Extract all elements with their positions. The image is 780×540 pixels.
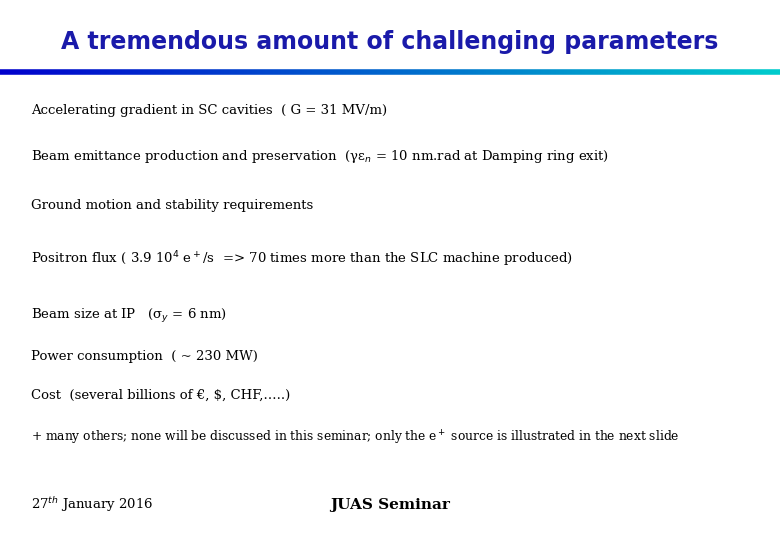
- Text: JUAS Seminar: JUAS Seminar: [330, 498, 450, 512]
- Text: A tremendous amount of challenging parameters: A tremendous amount of challenging param…: [62, 30, 718, 53]
- Text: Beam size at IP   (σ$_y$ = 6 nm): Beam size at IP (σ$_y$ = 6 nm): [31, 307, 227, 325]
- Text: 27$^{th}$ January 2016: 27$^{th}$ January 2016: [31, 496, 154, 514]
- Text: Positron flux ( 3.9 10$^4$ e$^+$/s  => 70 times more than the SLC machine produc: Positron flux ( 3.9 10$^4$ e$^+$/s => 70…: [31, 249, 573, 269]
- Text: Cost  (several billions of €, $, CHF,…..): Cost (several billions of €, $, CHF,…..): [31, 389, 290, 402]
- Text: + many others; none will be discussed in this seminar; only the e$^+$ source is : + many others; none will be discussed in…: [31, 428, 679, 447]
- Text: Power consumption  ( ~ 230 MW): Power consumption ( ~ 230 MW): [31, 350, 258, 363]
- Text: Accelerating gradient in SC cavities  ( G = 31 MV/m): Accelerating gradient in SC cavities ( G…: [31, 104, 388, 117]
- Text: Ground motion and stability requirements: Ground motion and stability requirements: [31, 199, 314, 212]
- Text: Beam emittance production and preservation  (γε$_n$ = 10 nm.rad at Damping ring : Beam emittance production and preservati…: [31, 148, 609, 165]
